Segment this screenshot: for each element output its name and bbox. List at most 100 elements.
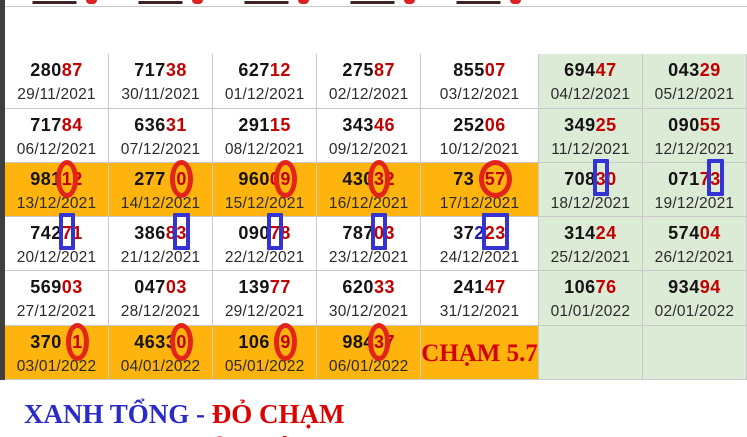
prize-number: 37001	[5, 322, 108, 361]
draw-date: 02/12/2021	[328, 86, 409, 104]
draw-date: 23/12/2021	[328, 249, 409, 267]
prize-number: 04329	[643, 58, 746, 83]
draw-date: 18/12/2021	[550, 194, 631, 212]
cutoff-mark	[217, 0, 323, 6]
draw-date: 30/11/2021	[121, 86, 200, 104]
digit-group: 569	[30, 277, 62, 298]
digit-group: 87	[373, 60, 395, 81]
draw-date: 04/01/2022	[120, 357, 201, 375]
digit-group: 277	[134, 168, 166, 189]
prize-number: 98112	[5, 159, 108, 198]
boxed-digit: 3	[592, 158, 609, 196]
digit-group: 37	[453, 223, 475, 244]
prize-number: 71784	[5, 113, 108, 138]
footer: XANH TỔNG - ĐỎ CHẠM 575.585.676 ( LÓT BỘ…	[0, 380, 747, 437]
draw-date: 16/12/2021	[328, 194, 409, 212]
digit-group: 291	[238, 114, 270, 135]
digit-group: 03	[61, 277, 83, 298]
draw-date: 04/12/2021	[550, 86, 631, 104]
draw-date: 11/12/2021	[551, 140, 630, 158]
lottery-cell: 13977 29/12/2021	[213, 271, 318, 326]
prize-number: 24147	[421, 275, 538, 300]
lottery-cell: CHẠM 5.7	[421, 325, 539, 381]
circled-digit: 57	[478, 159, 512, 198]
boxed-digit: 7	[58, 213, 75, 251]
draw-date: 01/01/2022	[550, 303, 631, 321]
prize-number: 74271	[5, 213, 108, 251]
draw-date: 01/12/2021	[224, 86, 305, 104]
digit-group: 090	[668, 114, 700, 135]
prize-number: 71738	[109, 58, 212, 83]
digit-group: 463	[134, 331, 166, 352]
digit-group: 94	[699, 277, 721, 298]
digit-group: 984	[342, 331, 374, 352]
prize-number: 73057	[421, 159, 538, 198]
boxed-digit: 3	[707, 158, 724, 196]
cutoff-mark	[5, 0, 111, 6]
digit-group: 934	[668, 277, 700, 298]
prize-number: 10676	[539, 275, 642, 300]
boxed-digit: 3	[173, 213, 190, 251]
draw-date: 13/12/2021	[16, 194, 97, 212]
digit-group: 07	[484, 60, 506, 81]
prize-number: 09078	[213, 213, 316, 251]
lottery-cell: 07173 19/12/2021	[642, 158, 747, 218]
lottery-cell: 2770014/12/2021	[109, 159, 214, 218]
digit-group: 24	[595, 223, 617, 244]
digit-group: 12	[269, 60, 291, 81]
lottery-cell: 25206 10/12/2021	[421, 108, 539, 163]
digit-group: 77	[269, 277, 291, 298]
cutoff-mark	[535, 0, 641, 6]
draw-date: 21/12/2021	[120, 249, 201, 267]
prize-number: 98437	[317, 322, 420, 361]
lottery-cell	[642, 325, 747, 381]
lottery-cell: 63631 07/12/2021	[109, 108, 214, 163]
lottery-cell: 62712 01/12/2021	[213, 54, 318, 109]
digit-group: 3	[384, 223, 395, 244]
digit-group: 742	[30, 223, 62, 244]
lottery-cell: 34346 09/12/2021	[317, 108, 422, 163]
digit-group: 960	[238, 168, 270, 189]
digit-group: 694	[564, 60, 596, 81]
lottery-cell: 1061905/01/2022	[213, 322, 318, 381]
draw-date: 06/01/2022	[328, 357, 409, 375]
draw-date: 29/12/2021	[224, 303, 305, 321]
circled-digit: 9	[274, 159, 297, 198]
draw-date: 12/12/2021	[654, 140, 735, 158]
boxed-digit: 7	[267, 213, 283, 251]
digit-group: 386	[134, 223, 166, 244]
prize-number: 69447	[539, 58, 642, 83]
digit-group: 241	[453, 277, 485, 298]
prize-number: 62712	[213, 58, 316, 83]
draw-date: 05/01/2022	[224, 357, 305, 375]
draw-date: 06/12/2021	[16, 140, 97, 158]
slogan-line: XANH TỔNG - ĐỎ CHẠM	[0, 396, 747, 432]
lottery-cell: 27587 02/12/2021	[317, 54, 422, 109]
cutoff-mark	[111, 0, 217, 6]
digit-group: 106	[238, 331, 270, 352]
circled-digit: 0	[170, 159, 193, 198]
prize-number: 38683	[109, 213, 212, 251]
digit-group: 275	[342, 60, 374, 81]
digit-group: 717	[134, 60, 166, 81]
lottery-cell: 04703 28/12/2021	[109, 271, 214, 326]
lottery-cell: 38683 21/12/2021	[109, 213, 214, 272]
digit-group: 06	[484, 114, 506, 135]
digit-group: 106	[564, 277, 596, 298]
lottery-cell: 78703 23/12/2021	[317, 213, 422, 272]
digit-group: 636	[134, 114, 166, 135]
cutoff-strip	[5, 0, 747, 7]
lottery-cell: 09055 12/12/2021	[642, 108, 747, 163]
prize-number: 93494	[643, 275, 746, 300]
prize-number: 29115	[213, 113, 316, 138]
prize-number: 57404	[643, 221, 746, 246]
prize-number: 09055	[643, 113, 746, 138]
draw-date: 02/01/2022	[654, 303, 735, 321]
boxed-digit: 23	[481, 213, 509, 251]
cutoff-mark	[429, 0, 535, 6]
draw-date: 17/12/2021	[439, 194, 520, 212]
draw-date: 19/12/2021	[654, 194, 735, 212]
digit-group: 139	[238, 277, 270, 298]
digit-group: 2	[474, 223, 485, 244]
cutoff-mark	[323, 0, 429, 6]
